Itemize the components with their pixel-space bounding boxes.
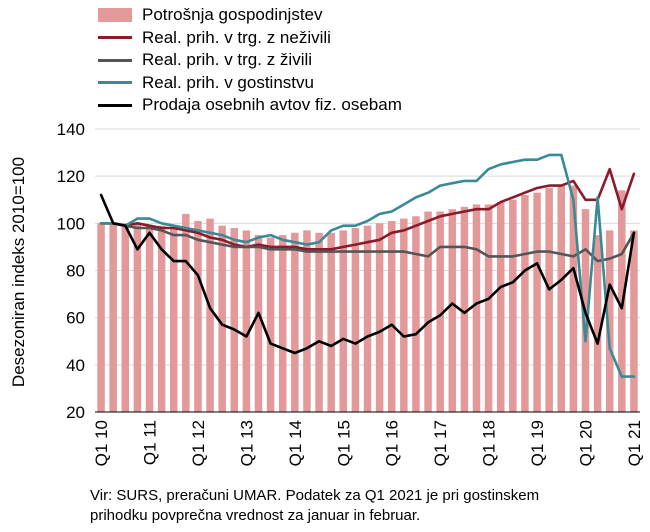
legend-swatch-hospitality	[98, 81, 132, 85]
x-tick-Q1-17: Q1 17	[431, 420, 450, 466]
x-tick-Q1-15: Q1 15	[334, 420, 353, 466]
line-series-1	[99, 167, 636, 251]
bar-consumption-33	[496, 202, 505, 412]
y-tick-100: 100	[57, 214, 85, 233]
bar-consumption-26	[412, 216, 420, 412]
bar-consumption-5	[157, 225, 166, 412]
bar-consumption-8	[194, 220, 202, 412]
line-series-3	[99, 153, 636, 378]
bar-consumption-21	[351, 228, 360, 412]
x-tick-Q1-21: Q1 21	[625, 420, 644, 466]
y-tick-40: 40	[66, 356, 85, 375]
legend-item-consumption: Potrošnja gospodinjstev	[98, 4, 402, 27]
x-tick-Q1-13: Q1 13	[237, 420, 256, 466]
legend-label-consumption: Potrošnja gospodinjstev	[142, 5, 323, 25]
footnote-line-1: Vir: SURS, preračuni UMAR. Podatek za Q1…	[90, 487, 540, 504]
bar-consumption-11	[230, 228, 239, 412]
bar-consumption-38	[557, 185, 566, 412]
legend-item-food: Real. prih. v trg. z živili	[98, 49, 402, 72]
bar-consumption-27	[424, 211, 432, 412]
bar-consumption-29	[448, 209, 457, 412]
x-tick-Q1-19: Q1 19	[528, 420, 547, 466]
bar-consumption-20	[339, 230, 348, 412]
bar-consumption-35	[521, 195, 529, 412]
x-tick-labels: Q1 10 Q1 11 Q1 12 Q1 13 Q1 14 Q1 15 Q1 16 Q1 17…	[92, 420, 644, 466]
line-series-4	[99, 193, 636, 355]
bar-consumption-24	[387, 220, 396, 412]
bar-consumption-30	[460, 206, 469, 412]
legend: Potrošnja gospodinjstev Real. prih. v tr…	[98, 4, 402, 117]
bar-consumption-19	[327, 232, 335, 412]
footnote: Vir: SURS, preračuni UMAR. Podatek za Q1…	[90, 486, 650, 526]
legend-item-nonfood: Real. prih. v trg. z neživili	[98, 27, 402, 50]
x-tick-Q1-14: Q1 14	[286, 420, 305, 466]
legend-swatch-nonfood	[98, 36, 132, 40]
y-tick-60: 60	[66, 309, 85, 328]
legend-swatch-consumption	[98, 8, 132, 23]
y-tick-labels: 20 40 60 80 100 120 140	[57, 120, 85, 422]
line-series-2	[99, 222, 636, 263]
y-tick-140: 140	[57, 120, 85, 139]
bar-consumption-41	[593, 235, 602, 412]
y-axis-label: Desezoniran indeks 2010=100	[9, 157, 28, 387]
x-tick-Q1-18: Q1 18	[480, 420, 499, 466]
legend-swatch-cars	[98, 103, 132, 107]
bar-consumption-36	[533, 192, 541, 412]
bar-consumption-23	[375, 223, 384, 412]
bar-consumption-9	[206, 218, 214, 412]
series-lines	[99, 153, 636, 378]
bar-consumption-32	[484, 204, 493, 412]
y-tick-20: 20	[66, 403, 85, 422]
bars-consumption	[97, 185, 638, 412]
bar-consumption-1	[109, 223, 117, 412]
bar-consumption-42	[605, 230, 614, 412]
x-tick-Q1-16: Q1 16	[383, 420, 402, 466]
x-tick-Q1-20: Q1 20	[577, 420, 596, 466]
legend-label-cars: Prodaja osebnih avtov fiz. osebam	[142, 95, 402, 115]
legend-label-hospitality: Real. prih. v gostinstvu	[142, 72, 314, 92]
y-tick-80: 80	[66, 262, 85, 281]
legend-label-food: Real. prih. v trg. z živili	[142, 50, 313, 70]
bar-consumption-34	[509, 199, 517, 412]
bar-consumption-13	[254, 235, 263, 412]
legend-swatch-food	[98, 58, 132, 62]
bar-consumption-18	[315, 232, 323, 412]
x-tick-Q1-10: Q1 10	[92, 420, 111, 466]
footnote-line-2: prihodku povprečna vrednost za januar in…	[90, 507, 421, 524]
bar-consumption-16	[291, 232, 299, 412]
bar-consumption-44	[630, 230, 638, 412]
bar-consumption-28	[436, 211, 444, 412]
x-tick-Q1-12: Q1 12	[189, 420, 208, 466]
bar-consumption-0	[97, 223, 105, 412]
x-tick-Q1-11: Q1 11	[141, 420, 160, 465]
bar-consumption-3	[133, 223, 142, 412]
bar-consumption-39	[569, 185, 578, 412]
bar-consumption-22	[363, 225, 372, 412]
bar-consumption-15	[278, 235, 287, 412]
bar-consumption-37	[545, 187, 553, 412]
legend-item-hospitality: Real. prih. v gostinstvu	[98, 72, 402, 95]
bar-consumption-25	[400, 218, 408, 412]
legend-item-cars: Prodaja osebnih avtov fiz. osebam	[98, 94, 402, 117]
bar-consumption-4	[145, 225, 154, 412]
bar-consumption-31	[472, 204, 481, 412]
legend-label-nonfood: Real. prih. v trg. z neživili	[142, 27, 331, 47]
bar-consumption-7	[182, 213, 190, 412]
y-tick-120: 120	[57, 167, 85, 186]
bar-consumption-6	[169, 228, 178, 412]
bar-consumption-12	[242, 230, 251, 412]
bar-consumption-2	[121, 223, 130, 412]
bar-consumption-14	[266, 237, 275, 412]
bar-consumption-10	[218, 225, 226, 412]
bar-consumption-17	[303, 230, 311, 412]
